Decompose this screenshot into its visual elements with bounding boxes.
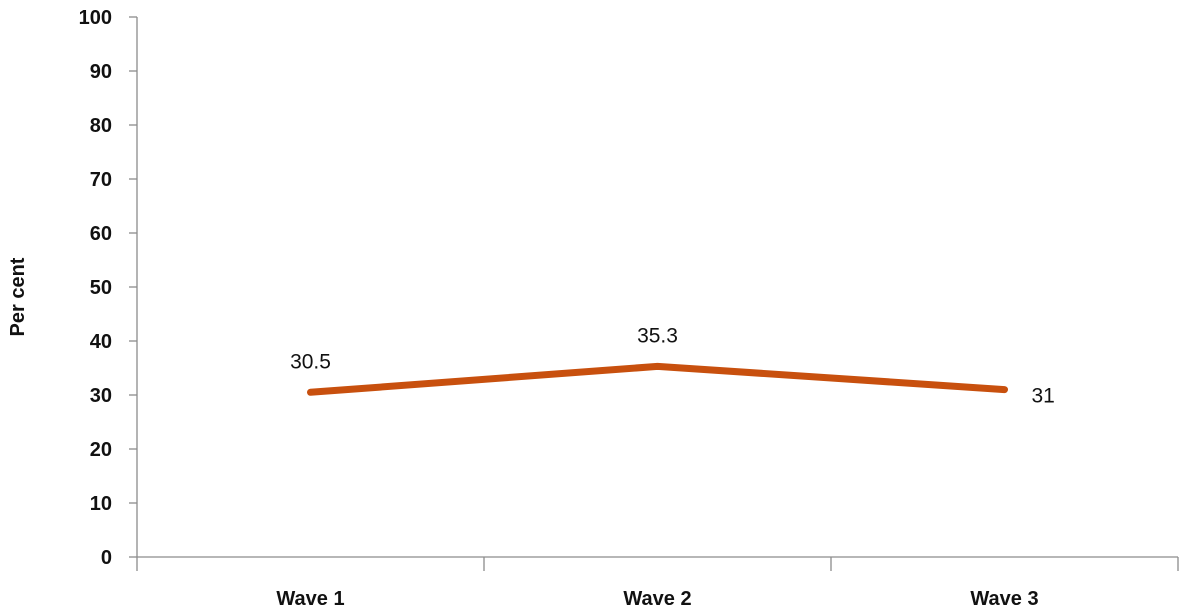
y-tick-label: 70 — [90, 169, 112, 191]
y-tick-label: 60 — [90, 223, 112, 245]
y-axis: 0 10 20 30 40 50 60 70 80 90 100 — [79, 7, 138, 569]
y-axis-label: Per cent — [7, 257, 29, 336]
series-group — [307, 362, 1008, 396]
y-tick-label: 80 — [90, 115, 112, 137]
y-tick-label: 50 — [90, 277, 112, 299]
y-tick-label: 40 — [90, 331, 112, 353]
data-label: 30.5 — [290, 350, 331, 373]
x-tick-label: Wave 1 — [276, 588, 344, 610]
x-tick-label: Wave 2 — [623, 588, 691, 610]
y-tick-label: 0 — [101, 547, 112, 569]
x-axis: Wave 1 Wave 2 Wave 3 — [136, 556, 1179, 610]
y-tick-label: 20 — [90, 439, 112, 461]
y-tick-label: 90 — [90, 61, 112, 83]
series-line — [307, 362, 1008, 396]
data-label: 35.3 — [637, 324, 678, 347]
y-tick-label: 30 — [90, 385, 112, 407]
y-tick-label: 100 — [79, 7, 112, 29]
y-tick-label: 10 — [90, 493, 112, 515]
x-tick-label: Wave 3 — [970, 588, 1038, 610]
data-labels: 30.5 35.3 31 — [290, 324, 1055, 407]
data-label: 31 — [1032, 385, 1055, 408]
